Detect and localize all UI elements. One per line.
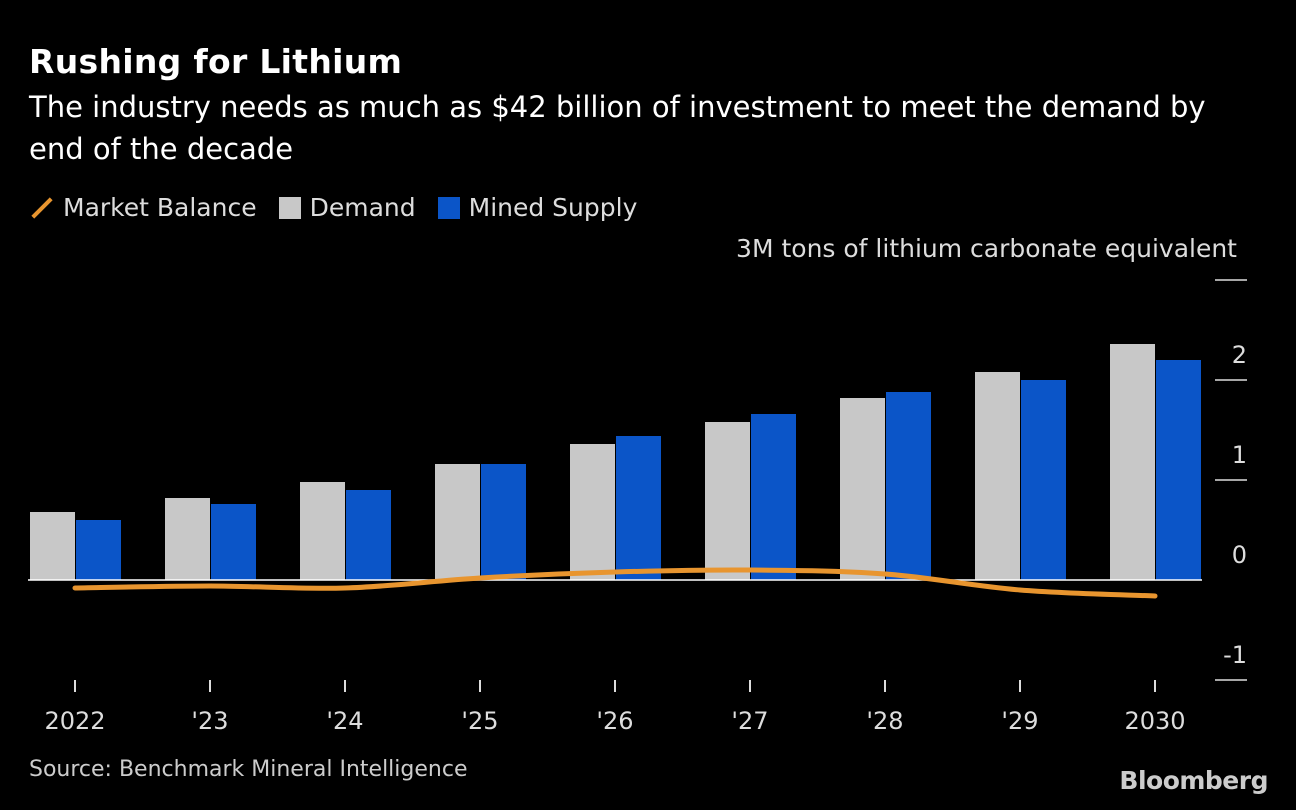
x-tick-label: '27 — [731, 707, 768, 735]
source-note: Source: Benchmark Mineral Intelligence — [29, 757, 468, 782]
x-tick-label: 2022 — [44, 707, 105, 735]
bloomberg-logo: Bloomberg — [1119, 766, 1268, 795]
bar-mined-supply — [886, 392, 931, 580]
legend-swatch — [278, 196, 301, 219]
chart-title: Rushing for Lithium — [29, 42, 403, 81]
bar-demand — [165, 498, 210, 580]
line-market-balance — [72, 567, 1158, 599]
chart-subtitle: The industry needs as much as $42 billio… — [29, 90, 1206, 166]
bar-demand — [975, 372, 1020, 580]
bar-demand — [705, 422, 750, 580]
bar-mined-supply — [76, 520, 121, 580]
bar-mined-supply — [481, 464, 526, 580]
bar-demand — [300, 482, 345, 580]
y-tick-label: -1 — [1223, 641, 1247, 669]
y-axis-label: 3M tons of lithium carbonate equivalent — [736, 234, 1237, 263]
y-tick-label: 0 — [1232, 541, 1247, 569]
legend-label: Market Balance — [63, 193, 257, 222]
legend-swatch — [437, 196, 460, 219]
x-tick-label: '23 — [191, 707, 228, 735]
x-tick-label: '25 — [461, 707, 498, 735]
bar-demand — [570, 444, 615, 580]
legend-item-market-balance: Market Balance — [29, 193, 257, 222]
bar-demand — [1110, 344, 1155, 580]
x-tick-label: '26 — [596, 707, 633, 735]
x-tick-label: '29 — [1001, 707, 1038, 735]
bar-mined-supply — [211, 504, 256, 580]
bar-demand — [840, 398, 885, 580]
bar-mined-supply — [346, 490, 391, 580]
y-tick-label: 2 — [1232, 341, 1247, 369]
bar-demand — [435, 464, 480, 580]
legend-label: Mined Supply — [468, 193, 638, 222]
legend-item-mined-supply: Mined Supply — [437, 193, 638, 222]
bar-demand — [30, 512, 75, 580]
x-tick-label: '24 — [326, 707, 363, 735]
x-tick-label: 2030 — [1124, 707, 1185, 735]
legend-label: Demand — [309, 193, 416, 222]
x-tick-label: '28 — [866, 707, 903, 735]
bar-mined-supply — [1021, 380, 1066, 580]
bar-mined-supply — [1156, 360, 1201, 580]
bar-mined-supply — [616, 436, 661, 580]
bar-mined-supply — [751, 414, 796, 580]
legend-item-demand: Demand — [278, 193, 416, 222]
legend: Market Balance Demand Mined Supply — [29, 193, 659, 222]
y-tick-label: 1 — [1232, 441, 1247, 469]
